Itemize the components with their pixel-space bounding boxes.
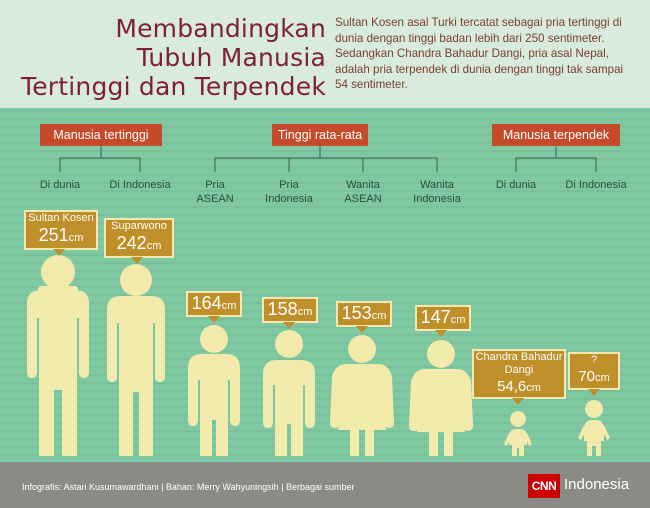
height-value: 70 [578,368,595,385]
height-unit: cm [297,306,313,318]
title-line-1: Membandingkan [115,14,326,43]
figure-pria-indonesia [263,330,315,456]
figure-sultan-kosen [27,255,89,456]
height-value: 158 [267,299,298,319]
sub-label-line: Pria [279,179,299,191]
value-box-wanita-asean: 153cm [336,301,392,327]
sub-label-line: ASEAN [344,193,382,205]
person-name: ? [590,354,598,366]
figure-indonesia-shortest [578,400,610,456]
sub-label-line: Indonesia [265,193,313,205]
title-line-2: Tubuh Manusia [136,43,326,72]
brand-name: Indonesia [564,476,630,493]
value-box-chandra: Chandra Bahadur Dangi 54,6cm [472,349,566,399]
category-average: Tinggi rata-rata [272,124,368,146]
value-box-sultan-kosen: Sultan Kosen 251cm [24,210,98,250]
category-shortest: Manusia terpendek [492,124,620,146]
sub-label-shortest-world: Di dunia [495,179,537,191]
height-unit: cm [68,232,84,244]
box-pointer [512,398,524,405]
sub-label-pria-indonesia: Pria Indonesia [258,178,320,206]
sub-label-line: Wanita [420,179,454,191]
height-unit: cm [371,310,387,322]
box-pointer [435,330,447,337]
person-name: Suparwono [111,220,167,232]
sub-label-tallest-world: Di dunia [39,179,81,191]
height-unit: cm [595,372,610,384]
height-value: 54,6 [497,378,527,395]
description: Sultan Kosen asal Turki tercatat sebagai… [335,16,624,92]
person-name: Sultan Kosen [28,212,94,224]
person-name: Dangi [504,364,534,376]
sub-label-line: Pria [205,179,225,191]
sub-label-line: Indonesia [413,193,461,205]
sub-label-pria-asean: Pria ASEAN [184,178,246,206]
sub-label-line: Wanita [346,179,380,191]
height-unit: cm [526,382,541,394]
value-box-pria-asean: 164cm [186,291,242,317]
sub-label-shortest-indonesia: Di Indonesia [565,179,627,191]
height-value: 164 [191,293,222,313]
sub-label-tallest-indonesia: Di Indonesia [109,179,171,191]
sub-label-wanita-indonesia: Wanita Indonesia [406,178,468,206]
height-unit: cm [146,240,162,252]
header-panel: Membandingkan Tubuh Manusia Tertinggi da… [0,0,650,108]
box-pointer [53,249,65,256]
height-value: 242 [116,233,147,253]
height-unit: cm [450,314,466,326]
value-box-indonesia-shortest: ? 70cm [568,352,620,390]
figure-suparwono [107,264,165,456]
box-pointer [588,389,600,396]
value-box-wanita-indonesia: 147cm [415,305,471,331]
box-pointer [283,322,295,329]
height-value: 251 [38,225,69,245]
value-box-suparwono: Suparwono 242cm [104,218,174,258]
height-value: 153 [341,303,372,323]
sub-label-line: ASEAN [196,193,234,205]
value-box-pria-indonesia: 158cm [262,297,318,323]
box-pointer [356,326,368,333]
height-unit: cm [221,300,237,312]
height-value: 147 [420,307,451,327]
box-pointer [208,316,220,323]
figure-wanita-asean [330,335,394,456]
figure-chandra [504,411,532,456]
title-line-3: Tertinggi dan Terpendek [21,72,326,101]
category-tallest: Manusia tertinggi [40,124,162,146]
figure-wanita-indonesia [409,340,473,456]
footer-credit: Infografis: Astari Kusumawardhani | Baha… [22,482,355,492]
cnn-logo: CNN [528,474,560,498]
person-name: Chandra Bahadur [475,351,563,363]
box-pointer [131,257,143,264]
sub-label-wanita-asean: Wanita ASEAN [332,178,394,206]
figure-pria-asean [188,325,240,456]
